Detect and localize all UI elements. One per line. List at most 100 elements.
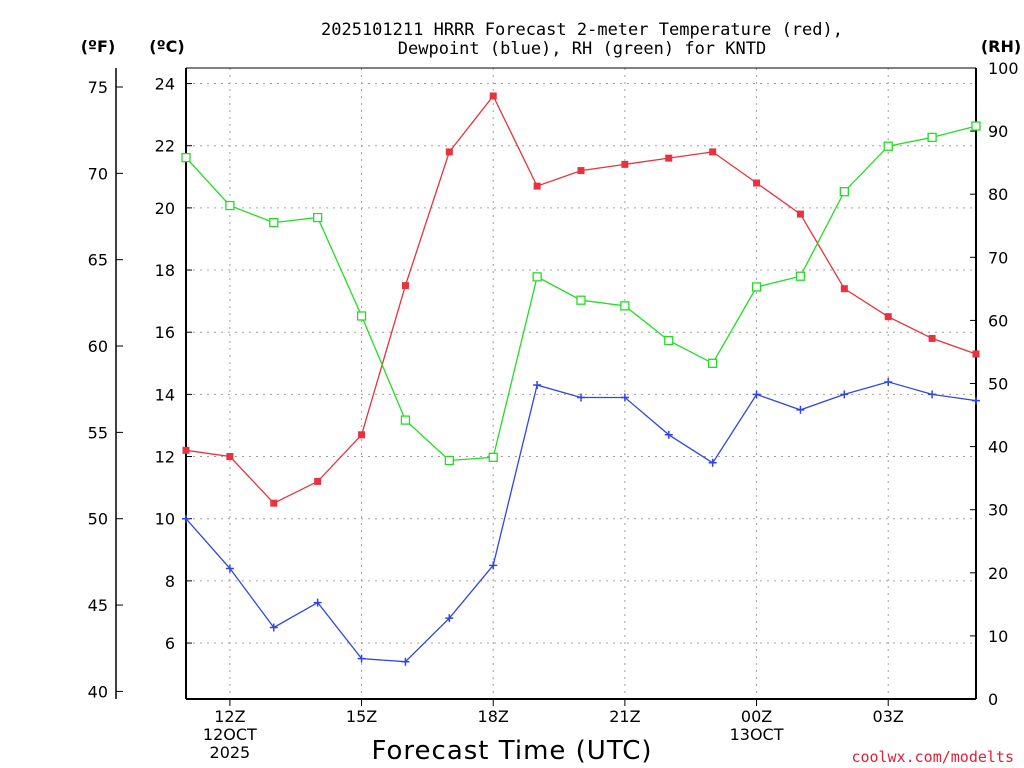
x-tick-label: 15Z [346,707,377,726]
rh-tick-label: 40 [988,438,1008,457]
x-tick-label: 12Z [214,707,245,726]
dewpoint-point [752,390,761,399]
x-tick-label: 2025 [210,743,251,762]
temperature-point [182,446,190,454]
x-tick-label: 13OCT [730,725,784,744]
rh-point [927,132,937,143]
temperature-point [884,313,892,321]
dewpoint-point [972,396,980,405]
grid-lines [186,68,976,699]
fahrenheit-tick-label: 55 [88,423,108,442]
celsius-tick-label: 16 [155,323,175,342]
rh-tick-label: 50 [988,375,1008,394]
dewpoint-point [884,377,893,386]
rh-point [971,121,981,131]
dewpoint-point [620,393,629,402]
fahrenheit-tick-label: 40 [88,682,108,701]
rh-tick-label: 70 [988,248,1008,267]
rh-tick-label: 10 [988,627,1008,646]
rh-point [488,452,498,462]
temperature-point [796,210,804,218]
dewpoint-point [269,623,278,632]
rh-tick-label: 80 [988,185,1008,204]
temperature-point [270,499,278,507]
celsius-tick-label: 20 [155,199,175,218]
rh-point [620,301,630,311]
rh-point [708,358,718,368]
celsius-unit-label: (ºC) [149,37,184,56]
x-tick-label: 21Z [609,707,640,726]
rh-point [839,187,849,197]
temperature-point [972,350,980,358]
rh-series-line [185,125,977,462]
dewpoint-point [357,654,366,663]
temperature-point [489,92,497,100]
rh-tick-label: 90 [988,122,1008,141]
dewpoint-point [182,514,190,523]
fahrenheit-tick-label: 70 [88,164,108,183]
celsius-tick-label: 24 [155,75,175,94]
fahrenheit-tick-label: 45 [88,596,108,615]
fahrenheit-tick-label: 65 [88,251,108,270]
rh-point [532,272,542,282]
rh-point [795,271,806,281]
rh-point [269,217,279,228]
rh-tick-label: 100 [988,59,1019,78]
temperature-point [533,182,541,190]
rh-point [313,212,323,223]
temperature-point [358,431,366,439]
fahrenheit-tick-label: 75 [88,78,108,97]
celsius-tick-label: 18 [155,261,175,280]
celsius-tick-label: 6 [165,634,175,653]
celsius-tick-label: 10 [155,510,175,529]
celsius-tick-label: 14 [155,385,175,404]
rh-point [444,455,454,466]
temperature-point [709,148,717,156]
rh-point [181,152,191,163]
dewpoint-point [225,564,234,573]
dewpoint-point [796,405,805,414]
fahrenheit-tick-label: 50 [88,510,108,529]
x-tick-label: 00Z [741,707,772,726]
x-axis-title: Forecast Time (UTC) [371,736,652,766]
dewpoint-point [928,390,937,399]
rh-point [400,415,411,425]
rh-point [225,200,235,211]
fahrenheit-tick-label: 60 [88,337,108,356]
dewpoint-point [401,657,410,666]
dewpoint-point [577,393,585,402]
x-tick-label: 12OCT [203,725,257,744]
rh-unit-label: (RH) [981,37,1021,56]
dewpoint-point [840,390,849,399]
celsius-tick-label: 8 [165,572,175,591]
rh-tick-label: 30 [988,501,1008,520]
temperature-point [401,282,409,290]
dewpoint-point [533,381,542,390]
temperature-point [665,154,673,162]
temperature-point [621,160,629,168]
dewpoint-point [708,458,717,467]
x-tick-label: 18Z [478,707,509,726]
x-tick-label: 03Z [873,707,904,726]
temperature-point [577,167,585,175]
temperature-point [226,453,234,461]
chart-title-line-2: Dewpoint (blue), RH (green) for KNTD [398,39,766,59]
rh-point [664,335,674,346]
series-layer [181,92,981,666]
dewpoint-point [445,614,454,623]
celsius-tick-label: 22 [155,137,175,156]
dewpoint-series-line [185,381,977,663]
temperature-point [445,148,453,156]
celsius-tick-label: 12 [155,448,175,467]
temperature-point [840,285,848,293]
temperature-point [314,477,322,485]
rh-tick-label: 20 [988,564,1008,583]
dewpoint-point [489,561,498,570]
dewpoint-point [313,598,322,607]
dewpoint-point [664,430,673,439]
axes: 40 45 50 55 60 65 70 75 6 8 10 12 14 16 18 20 22 24 0 10 20 3… [88,59,1019,762]
rh-point [356,311,367,321]
temperature-point [928,334,936,342]
rh-tick-label: 0 [988,690,998,709]
